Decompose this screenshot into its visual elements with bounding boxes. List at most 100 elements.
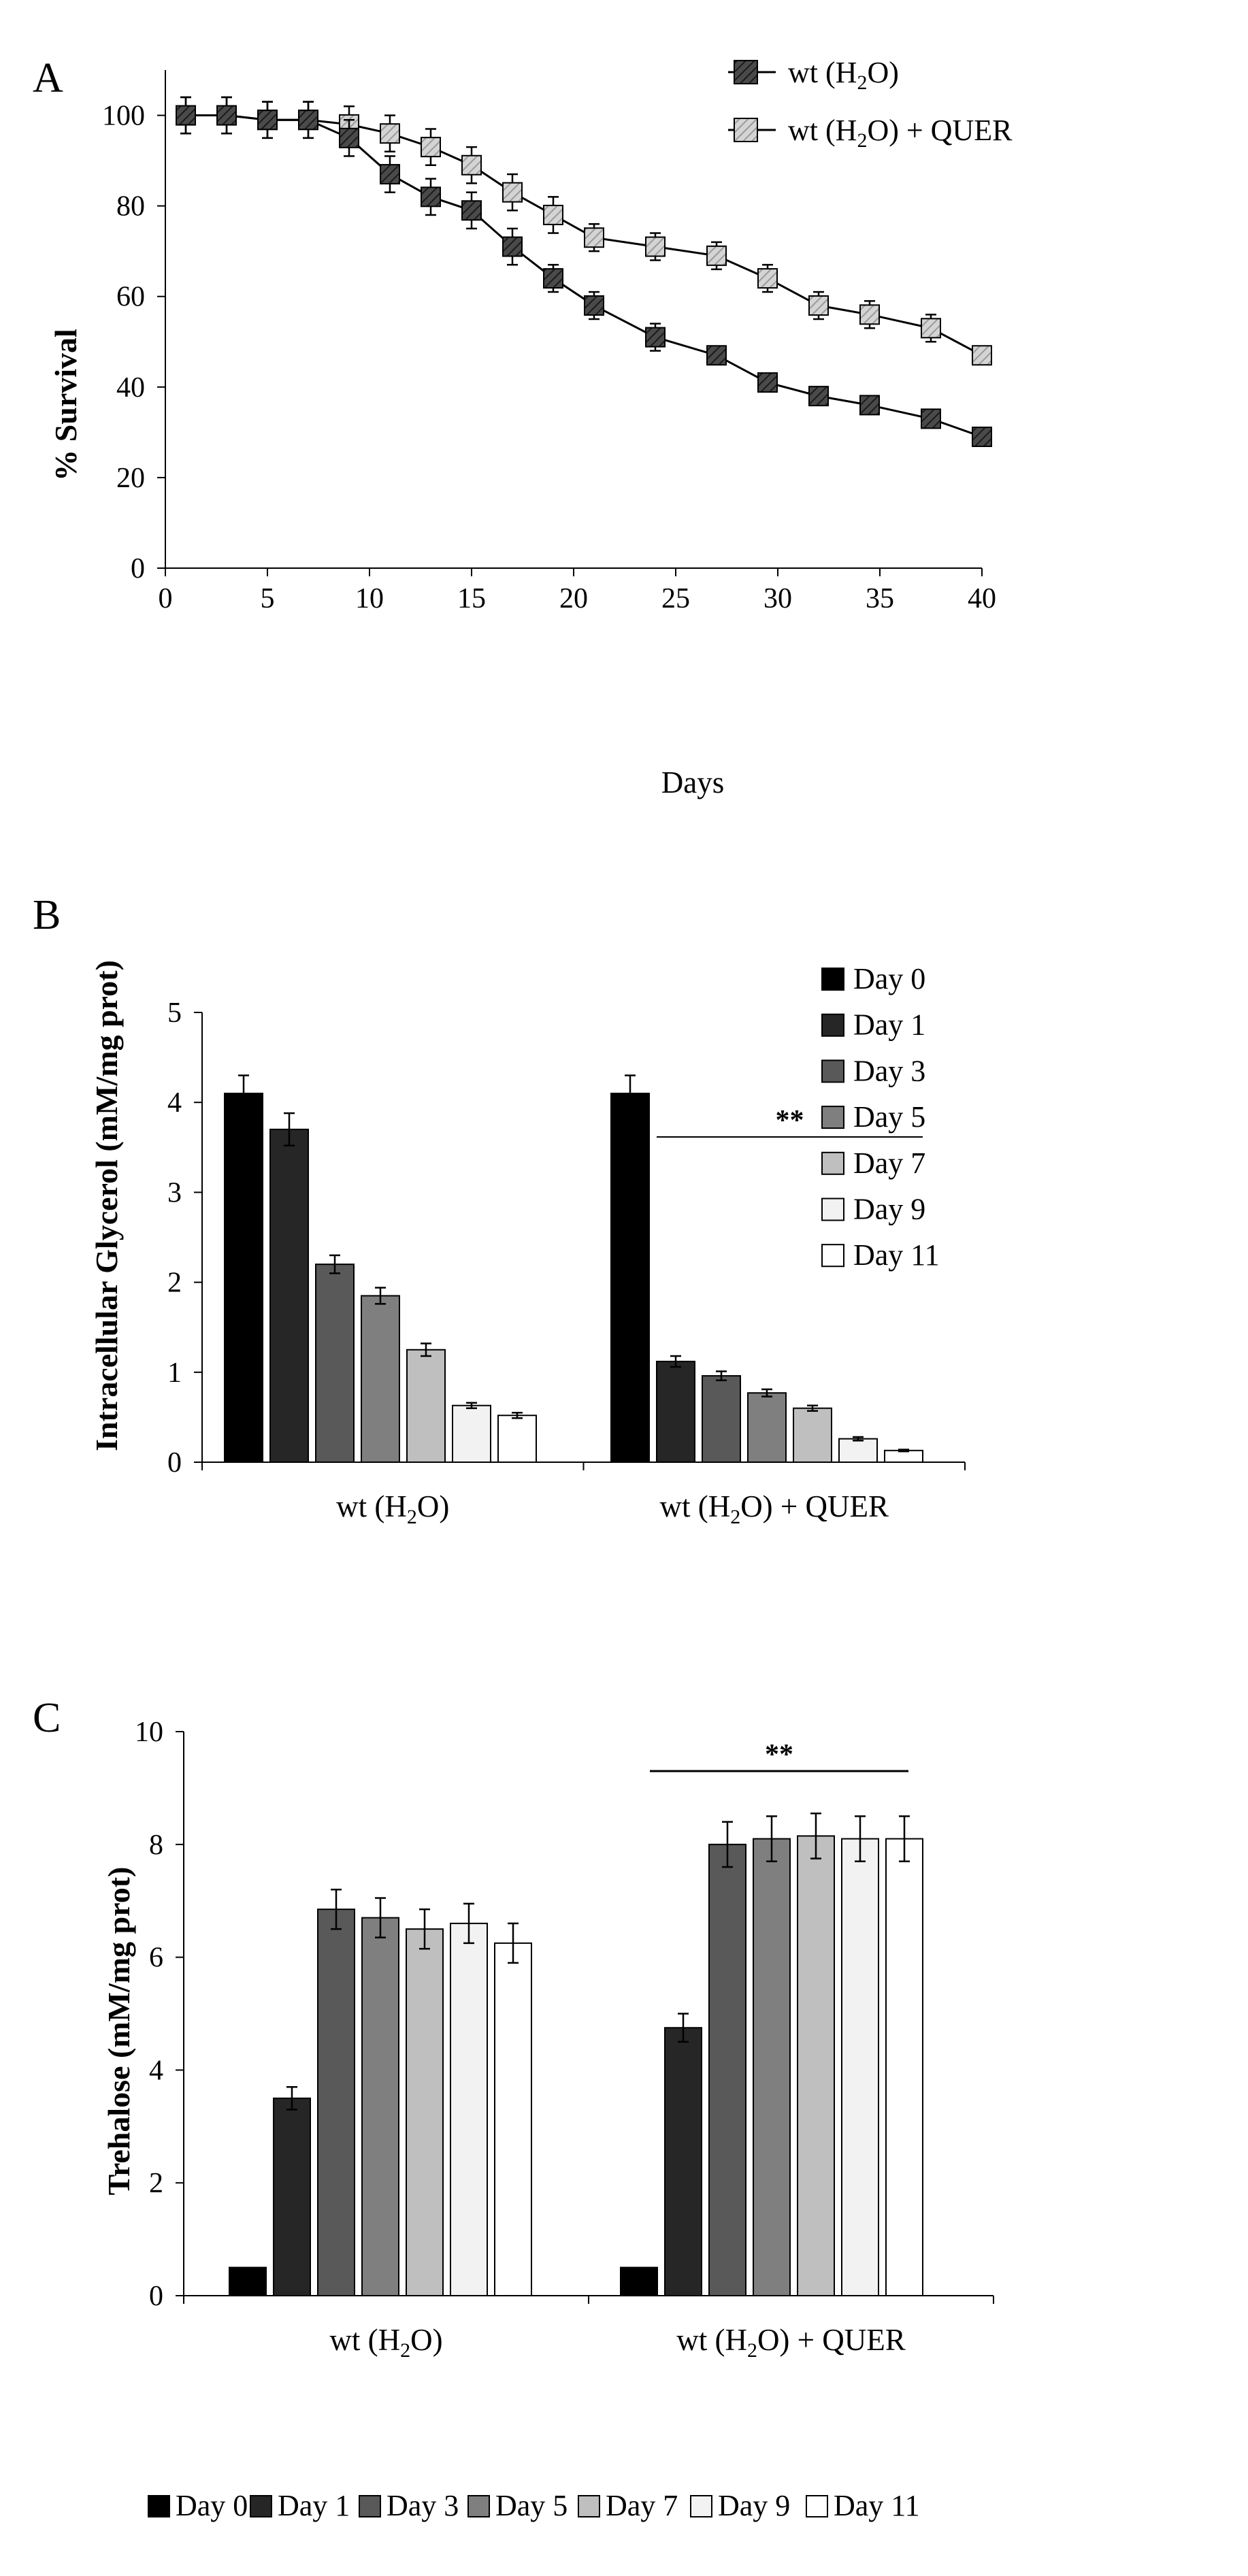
panel-c-legend-swatch — [359, 2495, 381, 2517]
panel-b-legend-label: Day 1 — [853, 1008, 925, 1042]
panel-c-legend-swatch — [806, 2495, 828, 2517]
panel-c-legend-label: Day 7 — [606, 2489, 678, 2522]
panel-c-legend-swatch — [578, 2495, 600, 2517]
panel-b-legend-label: Day 9 — [853, 1193, 925, 1226]
panel-b-bar — [610, 1092, 650, 1463]
panel-a-x-tick-label: 5 — [261, 583, 275, 614]
panel-c-bar — [317, 1909, 355, 2296]
panel-a-data-point — [584, 295, 604, 316]
panel-a-data-point — [972, 427, 992, 448]
panel-c-legend-swatch — [467, 2495, 490, 2517]
panel-b-y-tick-label: 2 — [167, 1268, 182, 1299]
panel-a-data-point — [972, 345, 992, 366]
panel-b-bar — [793, 1407, 832, 1463]
panel-c-legend-swatch — [250, 2495, 272, 2517]
panel-a-data-point — [502, 236, 523, 257]
panel-b-bar — [315, 1264, 355, 1464]
panel-a-y-tick-label: 100 — [102, 101, 145, 132]
panel-b-bar — [269, 1128, 309, 1463]
panel-c-bar — [797, 1835, 835, 2296]
panel-c-legend-label: Day 5 — [495, 2489, 568, 2522]
panel-a-data-point — [859, 304, 880, 325]
panel-b-y-axis-title: Intracellular Glycerol (mM/mg prot) — [89, 960, 124, 1451]
panel-a-data-point — [921, 318, 941, 339]
panel-a-data-point — [645, 236, 666, 257]
panel-c-legend-swatch — [148, 2495, 170, 2517]
panel-c-bar — [753, 1838, 791, 2296]
panel-a-x-axis-title: Days — [661, 765, 724, 799]
panel-a-x-tick-label: 40 — [968, 583, 996, 614]
panel-c-bar — [494, 1942, 532, 2296]
panel-c-legend-label: Day 9 — [718, 2489, 790, 2522]
panel-c-legend-swatch — [690, 2495, 712, 2517]
panel-b-legend-swatch — [821, 1151, 844, 1175]
panel-b-bar — [497, 1415, 537, 1464]
panel-a-data-point — [706, 345, 727, 366]
panel-b-legend-label: Day 11 — [853, 1238, 940, 1272]
panel-c-y-axis-title: Trehalose (mM/mg prot) — [101, 1867, 136, 2196]
panel-c-y-tick-label: 10 — [135, 1717, 163, 1748]
panel-a-data-point — [502, 182, 523, 203]
panel-a-legend-label: wt (H2O) — [788, 56, 899, 94]
panel-b-legend-label: Day 3 — [853, 1054, 925, 1087]
panel-a-x-tick-label: 15 — [457, 583, 486, 614]
panel-a-data-point — [216, 105, 237, 126]
panel-c-trehalose-chart: C Trehalose (mM/mg prot) 0 2 4 6 8 10 wt (H2O)… — [33, 1695, 994, 2522]
panel-b-legend-label: Day 0 — [853, 962, 925, 995]
panel-a-data-point — [298, 110, 318, 131]
panel-a-data-point — [921, 408, 941, 429]
panel-b-y-tick-label: 1 — [167, 1357, 182, 1389]
panel-c-legend-label: Day 11 — [834, 2489, 920, 2522]
panel-a-survival-chart: A Days % Survival 0 20 40 60 80 100 0 5 10 15 20 25… — [33, 55, 1013, 799]
panel-b-bar — [884, 1449, 923, 1463]
panel-a-legend-marker — [734, 60, 758, 84]
panel-a-data-point — [176, 105, 196, 126]
panel-c-bar — [450, 1922, 488, 2297]
panel-a-y-axis-title: % Survival — [48, 329, 83, 481]
panel-b-group-label: wt (H2O) — [336, 1489, 449, 1528]
panel-a-data-point — [543, 204, 563, 225]
panel-b-y-tick-label: 4 — [167, 1087, 182, 1119]
panel-b-bar — [702, 1375, 741, 1464]
panel-b-bar — [747, 1392, 787, 1464]
panel-b-significance-label: ** — [776, 1105, 804, 1136]
panel-c-y-tick-label: 8 — [149, 1830, 163, 1861]
panel-c-bar — [885, 1838, 923, 2296]
panel-b-legend-swatch — [821, 1013, 844, 1037]
panel-c-bar — [841, 1838, 879, 2296]
panel-a-y-tick-label: 20 — [116, 463, 145, 494]
panel-b-legend-swatch — [821, 1198, 844, 1221]
panel-b-bar — [406, 1349, 446, 1463]
panel-a-data-point — [645, 327, 666, 348]
panel-a-y-tick-label: 0 — [131, 553, 145, 584]
panel-b-y-tick-label: 3 — [167, 1177, 182, 1208]
panel-c-y-tick-label: 4 — [149, 2055, 163, 2086]
panel-b-legend-swatch — [821, 968, 844, 991]
panel-b-legend-label: Day 5 — [853, 1100, 925, 1134]
panel-c-bar — [620, 2266, 658, 2297]
panel-b-glycerol-chart: B Intracellular Glycerol (mM/mg prot) 0 1… — [33, 892, 966, 1528]
panel-a-x-tick-label: 0 — [159, 583, 173, 614]
panel-c-bar — [361, 1917, 399, 2297]
panel-b-legend-swatch — [821, 1244, 844, 1268]
panel-b-bar — [452, 1404, 491, 1464]
panel-a-y-tick-label: 80 — [116, 191, 145, 222]
panel-a-data-point — [757, 268, 778, 289]
panel-a-data-point — [380, 164, 400, 185]
panel-b-bar — [656, 1360, 695, 1464]
panel-a-data-point — [339, 127, 359, 148]
panel-a-x-tick-label: 25 — [661, 583, 690, 614]
panel-a-series-line — [186, 114, 983, 438]
panel-a-data-point — [808, 295, 829, 316]
panel-b-bar — [838, 1438, 878, 1463]
panel-a-y-tick-label: 40 — [116, 372, 145, 403]
panel-b-group-label: wt (H2O) + QUER — [659, 1489, 889, 1528]
panel-c-legend-label: Day 0 — [176, 2489, 248, 2522]
panel-c-bar — [664, 2027, 702, 2297]
panel-c-y-tick-label: 2 — [149, 2168, 163, 2199]
panel-b-legend-swatch — [821, 1106, 844, 1129]
panel-c-bar — [708, 1843, 746, 2297]
panel-a-x-tick-label: 20 — [559, 583, 588, 614]
panel-b-legend-swatch — [821, 1059, 844, 1083]
